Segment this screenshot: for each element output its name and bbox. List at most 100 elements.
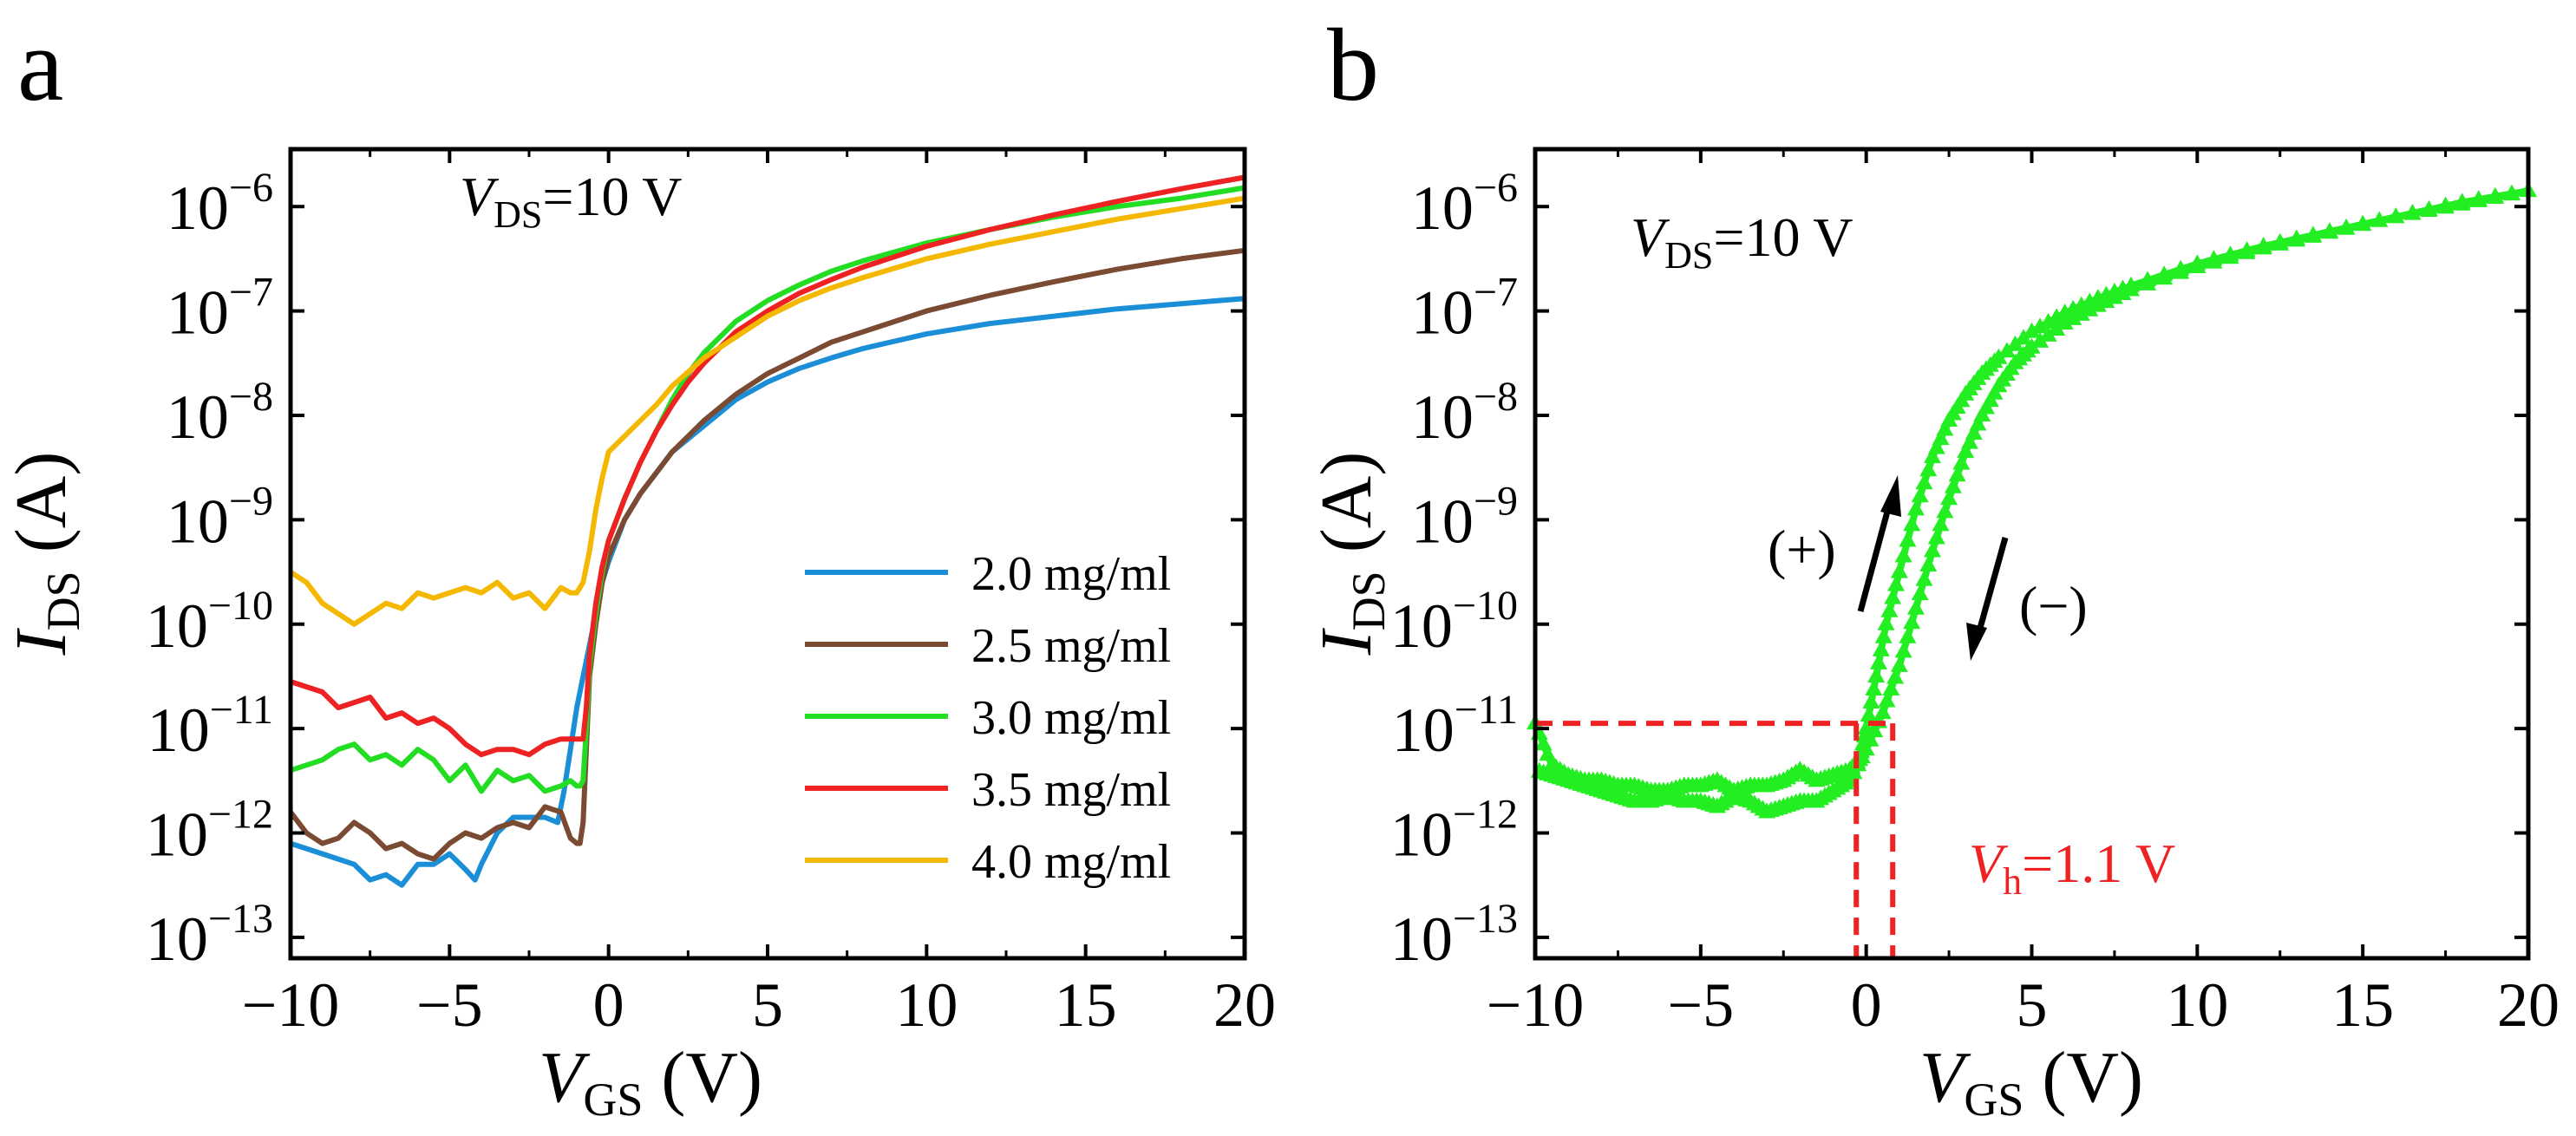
forward-sweep-line [1532,187,2529,795]
reverse-sweep-marker [1936,502,1954,519]
reverse-sweep-marker [2453,193,2471,209]
panel-b-y-tick-label: 10−9 [1411,478,1518,556]
reverse-sweep-marker [1903,613,1921,630]
forward-sweep-marker [1906,499,1925,516]
reverse-sweep-marker [1911,584,1929,601]
panel-b-hysteresis-markers [1535,721,1896,958]
panel-a-x-tick-label: 20 [1213,970,1276,1040]
reverse-sweep-marker [2155,269,2174,285]
panel-b-x-axis-sub: GS [1964,1074,2024,1126]
panel-a-x-tick-label: 10 [895,970,958,1040]
reverse-sweep-marker [1886,668,1905,684]
panel-b-letter: b [1327,7,1379,122]
reverse-sweep-marker [2337,219,2356,235]
panel-a-y-tick-label: 10−12 [146,792,273,870]
forward-sweep-marker [1997,342,2016,358]
reverse-sweep-marker [1919,556,1938,572]
panel-a-x-axis-sub: GS [583,1074,643,1126]
panel-a-y-tick-label: 10−6 [167,165,273,243]
reverse-sweep-marker [2048,319,2066,336]
reverse-sweep-marker [2205,252,2223,269]
panel-a-x-axis-main: V [539,1037,591,1118]
panel-b-x-tick-label: −10 [1487,970,1585,1040]
panel-a-y-tick-label: 10−13 [146,896,273,974]
reverse-sweep-marker [2188,258,2207,274]
reverse-sweep-marker [2469,190,2488,206]
panel-a-vds-rest: =10 V [542,166,682,227]
reverse-sweep-marker [2486,186,2504,203]
reverse-sweep-marker [1890,656,1908,672]
reverse-sweep-marker [2031,331,2050,348]
legend-label-3-5: 3.5 mg/ml [971,763,1171,817]
panel-a-series-line-35 [290,174,1246,758]
reverse-sweep-marker [1899,627,1917,643]
hysteresis-label-main: V [1969,832,2009,894]
panel-a-ticks: −10 −5 0 5 10 15 20 10−13 10−12 10−11 10−10 10−9 10−… [146,149,1276,1040]
panel-a-x-tick-label: 15 [1055,970,1117,1040]
panel-b-ticks: −10 −5 0 5 10 15 20 10−13 10−12 10−11 10−10 10−9 10−… [1390,149,2560,1040]
reverse-sweep-marker [2321,223,2338,239]
panel-a-y-tick-label: 10−11 [147,687,273,765]
reverse-sweep-marker [2172,263,2190,279]
panel-b-x-axis-main: V [1919,1037,1971,1118]
reverse-sweep-marker [1924,541,1941,558]
forward-sweep-marker [2048,308,2066,324]
panel-b-y-tick-label: 10−10 [1390,583,1518,661]
legend-label-2-5: 2.5 mg/ml [971,619,1171,673]
reverse-sweep-marker [1882,680,1900,696]
panel-a: a −10 −5 0 5 10 15 20 10−13 10−12 10−11 10−10 10−9 1… [1,7,1276,1126]
reverse-sweep-label: (−) [2019,575,2088,637]
panel-b-y-axis-main: I [1306,627,1387,656]
forward-sweep-marker [1862,693,1880,709]
panel-a-y-tick-label: 10−8 [167,374,273,452]
reverse-sweep-marker [1957,442,1975,459]
panel-a-y-tick-label: 10−7 [167,270,273,348]
forward-sweep-marker [1869,653,1887,669]
panel-b-y-axis-unit: (A) [1306,452,1387,571]
panel-b-y-tick-label: 10−11 [1392,687,1518,765]
panel-a-legend: 2.0 mg/ml 2.5 mg/ml 3.0 mg/ml 3.5 mg/ml … [805,547,1171,889]
forward-sweep-marker [1865,680,1883,696]
forward-sweep-label: (+) [1768,519,1836,580]
reverse-sweep-marker [1878,691,1896,708]
panel-a-series-line-20 [290,296,1246,888]
reverse-sweep-marker [2370,211,2389,227]
hysteresis-label-sub: h [2003,860,2022,903]
panel-b-y-tick-label: 10−6 [1411,165,1518,243]
panel-b-y-axis-title: IDS (A) [1306,452,1395,656]
panel-a-series-line-30 [290,185,1246,794]
panel-b-x-axis-unit: (V) [2024,1037,2143,1118]
panel-a-vds-main: V [460,166,500,227]
forward-sweep-marker [2006,335,2024,351]
legend-label-3-0: 3.0 mg/ml [971,691,1171,745]
panel-b-x-tick-label: 0 [1851,970,1882,1040]
forward-sweep-marker [2023,322,2041,338]
panel-a-y-tick-label: 10−10 [146,583,273,661]
reverse-sweep-marker [2238,243,2256,259]
forward-sweep-marker [2039,312,2057,329]
reverse-sweep-marker [2271,234,2289,251]
panel-b-y-tick-label: 10−13 [1390,896,1518,974]
panel-a-x-tick-label: 5 [752,970,783,1040]
hysteresis-label: Vh=1.1 V [1969,832,2175,903]
forward-sweep-marker [1860,706,1878,722]
panel-a-x-tick-label: −5 [416,970,483,1040]
panel-b-vds-annotation: VDS=10 V [1631,206,1854,277]
reverse-sweep-marker [2420,199,2438,216]
panel-b-vds-main: V [1631,206,1670,268]
forward-sweep-arrow [1857,475,1901,612]
forward-sweep-marker [1867,666,1886,682]
forward-sweep-marker [1877,614,1895,630]
panel-b-x-tick-label: 5 [2017,970,2048,1040]
panel-b-series-group [1527,181,2537,819]
reverse-sweep-marker [2387,207,2405,224]
forward-sweep-marker [1894,546,1912,563]
forward-sweep-marker [1936,420,1954,436]
reverse-sweep-marker [2354,215,2372,232]
panel-a-x-tick-label: 0 [593,970,624,1040]
reverse-sweep-marker [2287,231,2305,247]
panel-a-y-tick-label: 10−9 [167,478,273,556]
forward-sweep-marker [1890,562,1908,578]
forward-sweep-marker [2031,317,2050,334]
